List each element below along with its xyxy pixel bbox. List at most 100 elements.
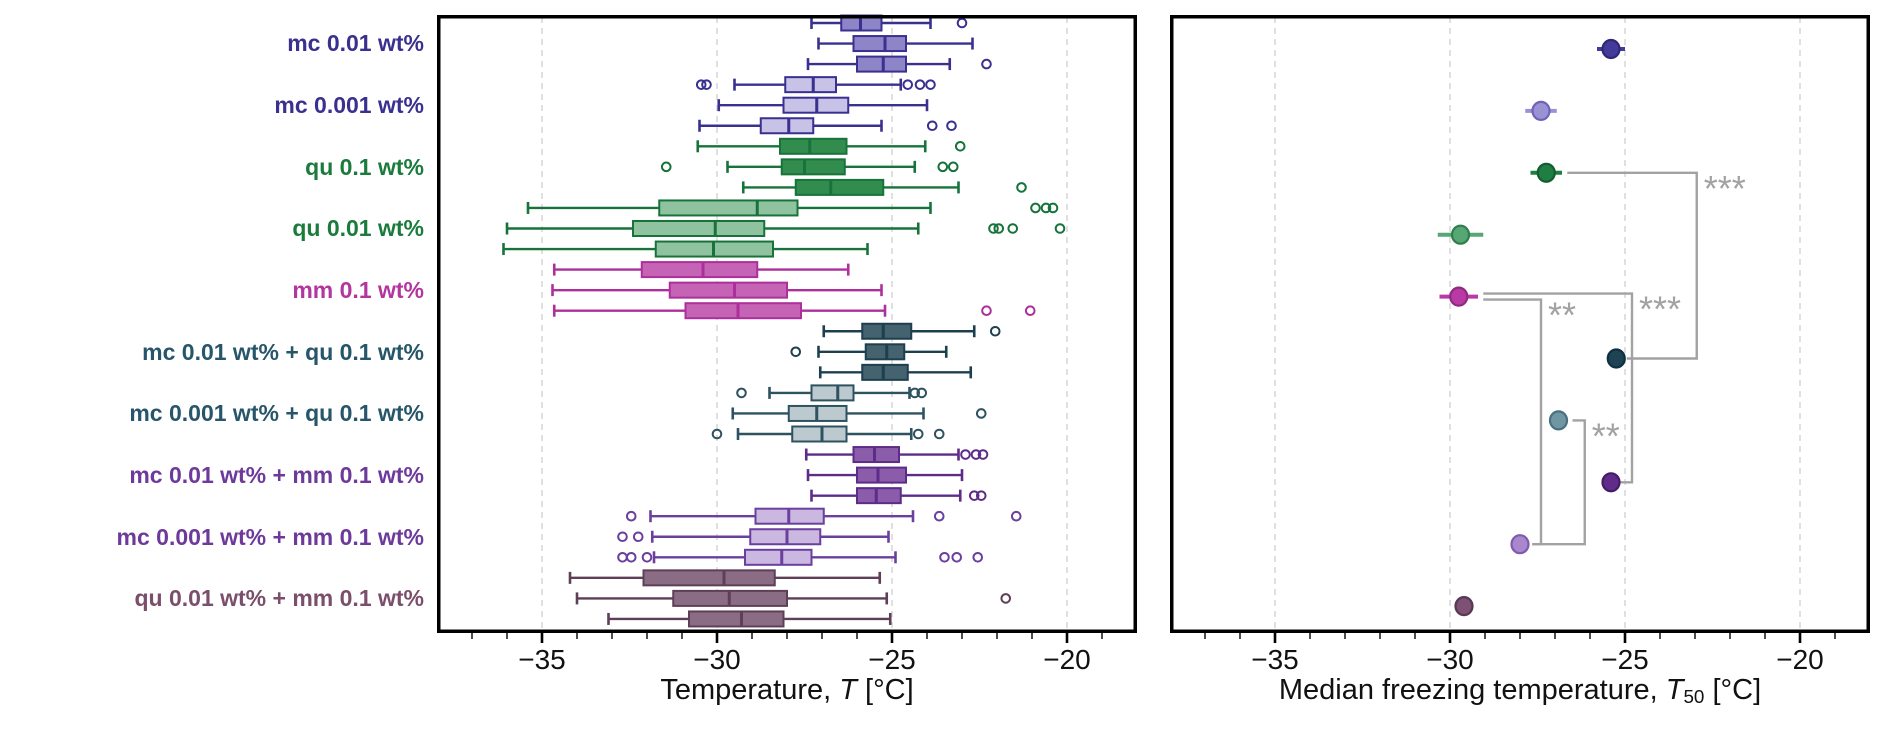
svg-text:−20: −20 (1776, 644, 1824, 675)
group-label-mc-0.01: mc 0.01 wt% (287, 30, 424, 56)
outlier-point (993, 223, 1005, 234)
outlier-point (632, 531, 644, 543)
box-group-0 (806, 14, 992, 73)
outlier-point (981, 305, 992, 317)
outlier-point (933, 428, 945, 440)
box (749, 528, 822, 546)
outlier-point (975, 490, 987, 501)
bracket-line (1483, 292, 1634, 484)
outlier-point (701, 79, 712, 90)
median-point (1536, 162, 1556, 183)
outlier-point (1016, 182, 1027, 193)
median-point (1601, 38, 1621, 60)
outlier-point (972, 552, 984, 563)
box (779, 137, 848, 155)
bracket-line (1532, 419, 1586, 546)
outlier-point (947, 161, 959, 173)
outlier-point (912, 428, 924, 440)
median-point (1531, 100, 1551, 122)
plot-frame (1170, 15, 1870, 633)
outlier-point (1024, 305, 1036, 317)
outlier-point (902, 79, 914, 90)
median-point (1454, 595, 1474, 617)
outlier-point (711, 428, 723, 440)
group-label-mc-0.001-qu-0.1: mc 0.001 wt% + qu 0.1 wt% (129, 400, 424, 426)
box (642, 569, 776, 587)
x-axis-title-left-symbol: T (839, 674, 857, 706)
box (780, 158, 846, 176)
x-axis-title-left-prefix: Temperature, (660, 674, 840, 706)
box (856, 55, 907, 73)
box (744, 548, 813, 566)
outlier-point (977, 449, 989, 460)
significance-label: *** (1639, 289, 1681, 330)
plot-frame (437, 15, 1137, 633)
outlier-point (914, 79, 926, 90)
box (810, 384, 855, 402)
outlier-point (968, 490, 980, 501)
outlier-point (1007, 223, 1019, 234)
group-label-mc-0.01-mm-0.1: mc 0.01 wt% + mm 0.1 wt% (129, 462, 424, 488)
svg-text:−25: −25 (1601, 644, 1649, 675)
box (861, 363, 909, 381)
median-point (1450, 224, 1471, 245)
significance-label: *** (1704, 168, 1746, 209)
x-axis-title-right-prefix: Median freezing temperature, (1278, 674, 1666, 706)
svg-text:−30: −30 (693, 644, 741, 675)
svg-text:−20: −20 (1043, 644, 1091, 675)
outlier-point (1010, 510, 1022, 522)
outlier-point (946, 120, 957, 132)
outlier-point (970, 449, 982, 460)
box (668, 281, 788, 299)
svg-text:−35: −35 (1251, 644, 1299, 675)
x-axis-tick-labels: −35 −30 −25 −20 (518, 644, 1091, 675)
gridlines (541, 17, 1068, 631)
outlier-point (909, 387, 921, 399)
group-label-mm-0.1: mm 0.1 wt% (292, 277, 424, 303)
outlier-point (937, 161, 949, 173)
box (852, 446, 900, 464)
median-temperature-panel: **********−35 −30 −25 −20 (1170, 15, 1870, 675)
group-label-qu-0.1: qu 0.1 wt% (305, 154, 424, 180)
outlier-point (625, 510, 637, 522)
outlier-point (916, 387, 928, 399)
box (784, 76, 837, 94)
box (856, 487, 902, 505)
median-point-group-8 (1510, 534, 1530, 555)
outlier-point (926, 120, 938, 132)
box-group-7 (804, 446, 989, 505)
significance-label: ** (1592, 415, 1620, 456)
outlier-point (641, 552, 653, 563)
box-group-6 (711, 384, 987, 443)
outlier-point (625, 552, 637, 563)
outlier-point (617, 552, 628, 563)
median-point (1548, 410, 1569, 431)
median-point-group-6 (1548, 410, 1569, 431)
x-axis-title-right-symbol: T (1665, 674, 1684, 706)
box-group-3 (502, 199, 1066, 258)
box-group-5 (790, 322, 1001, 381)
box-group-9 (568, 569, 1012, 628)
outlier-point (956, 17, 968, 29)
outlier-point (960, 449, 971, 460)
bracket-line (1483, 298, 1543, 546)
outlier-point (951, 552, 963, 563)
box (791, 425, 848, 443)
significance-brackets: ********** (1483, 168, 1746, 546)
box (640, 261, 759, 279)
gridlines (1274, 17, 1801, 631)
median-point-group-4 (1439, 286, 1478, 307)
median-point (1510, 534, 1530, 555)
median-point-group-0 (1597, 38, 1625, 60)
group-label-mc-0.01-qu-0.1: mc 0.01 wt% + qu 0.1 wt% (142, 339, 424, 365)
box (794, 178, 885, 196)
outlier-point (1047, 202, 1059, 214)
x-axis-title-right-suffix: [°C] (1704, 674, 1762, 706)
box (632, 220, 766, 237)
outlier-point (954, 141, 966, 152)
svg-text:−35: −35 (518, 644, 566, 675)
x-axis-tick-labels: −35 −30 −25 −20 (1251, 644, 1824, 675)
group-label-mc-0.001: mc 0.001 wt% (274, 92, 424, 118)
median-point-group-9 (1454, 595, 1474, 617)
box (658, 199, 799, 217)
